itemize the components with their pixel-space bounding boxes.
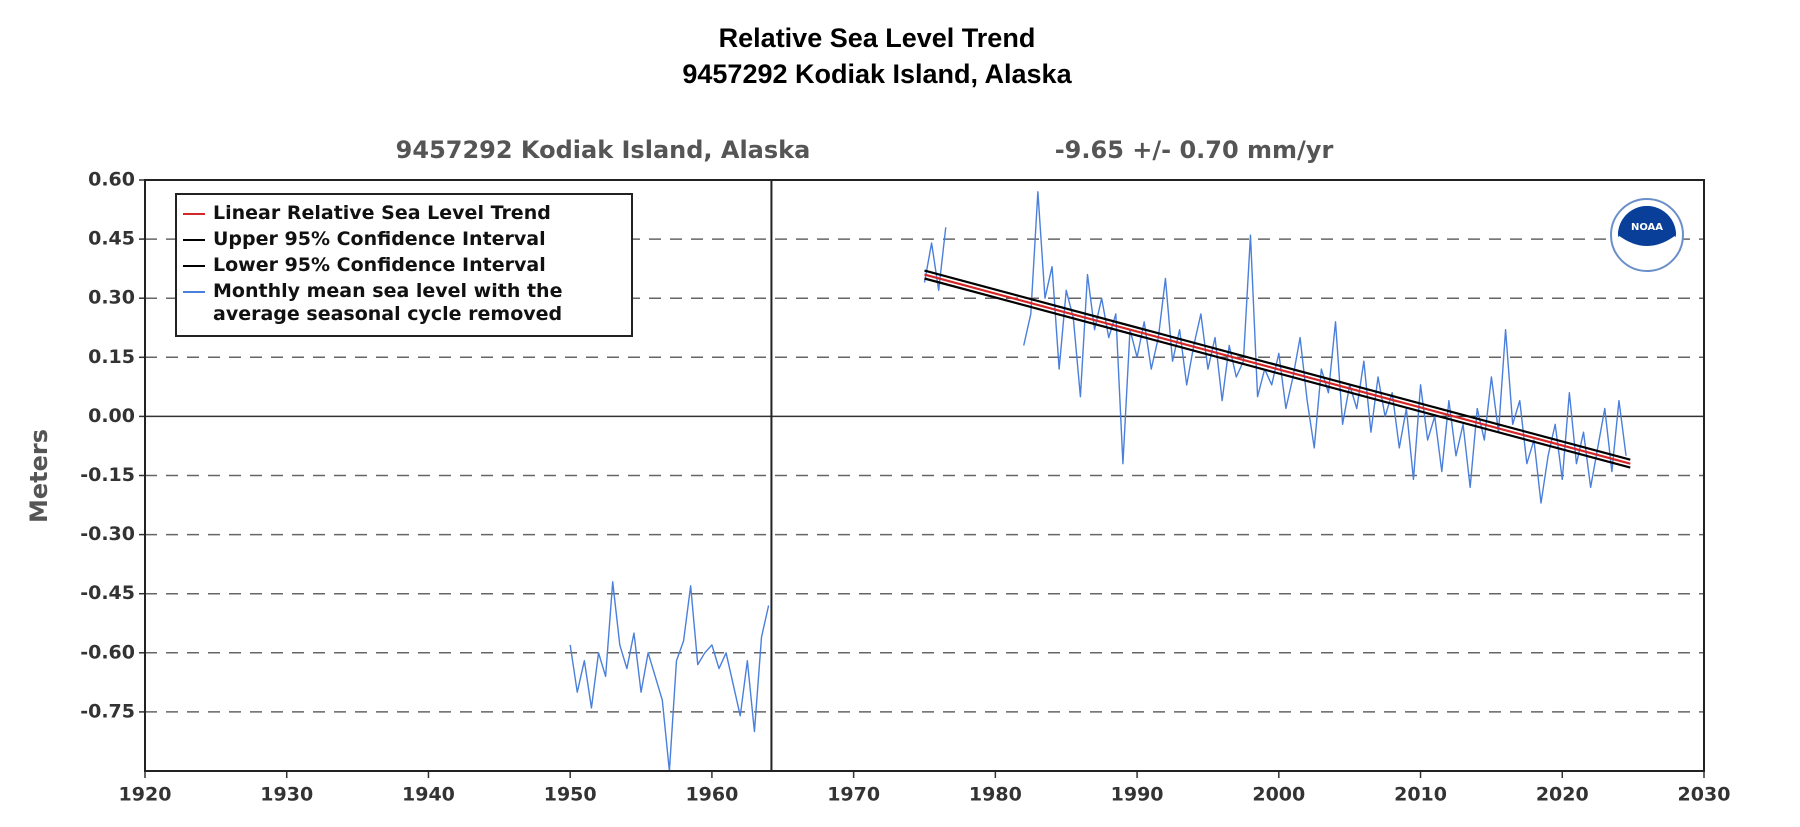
x-tick-label: 1930 [260,784,313,806]
legend-entry: Upper 95% Confidence Interval [183,228,627,251]
x-tick-label: 2010 [1394,784,1447,806]
x-tick-label: 2020 [1536,784,1589,806]
y-axis-label: Meters [25,429,53,523]
series-line [924,269,1631,461]
legend-entry: Lower 95% Confidence Interval [183,254,627,277]
y-tick-label: -0.60 [80,641,135,663]
x-tick-label: 2030 [1678,784,1731,806]
subtitle: 9457292 Kodiak Island, Alaska [396,136,811,164]
y-tick-label: -0.30 [80,523,135,545]
legend-label: Monthly mean sea level with the average … [213,280,563,325]
y-tick-label: 0.30 [88,287,135,309]
y-tick-label: 0.60 [88,169,135,191]
legend-swatch [183,213,205,215]
series-line [924,277,1631,469]
legend-label: Upper 95% Confidence Interval [213,228,546,250]
logo-text: NOAA [1631,222,1663,233]
subtitle: -9.65 +/- 0.70 mm/yr [1055,136,1334,164]
legend: Linear Relative Sea Level Trend Upper 95%… [175,193,633,337]
plot-frame [144,179,1705,772]
x-tick-label: 1980 [969,784,1022,806]
x-tick-label: 1970 [827,784,880,806]
y-tick-label: -0.45 [80,582,135,604]
x-tick-label: 1990 [1111,784,1164,806]
y-tick-label: -0.15 [80,464,135,486]
x-tick-label: 2000 [1252,784,1305,806]
legend-entry: Monthly mean sea level with the average … [183,280,627,326]
series-line [924,273,1631,465]
series-line [569,191,1627,772]
x-tick-label: 1950 [544,784,597,806]
y-tick-label: 0.45 [88,228,135,250]
logo [1618,206,1676,246]
legend-entry: Linear Relative Sea Level Trend [183,202,627,225]
y-tick-label: 0.00 [88,405,135,427]
chart-title: 9457292 Kodiak Island, Alaska [682,59,1072,89]
x-tick-label: 1940 [402,784,455,806]
legend-swatch [183,291,205,293]
x-tick-label: 1920 [119,784,172,806]
y-tick-label: -0.75 [80,700,135,722]
legend-swatch [183,265,205,267]
legend-label: Lower 95% Confidence Interval [213,254,546,276]
chart-title: Relative Sea Level Trend [719,23,1036,53]
x-tick-label: 1960 [685,784,738,806]
legend-swatch [183,239,205,241]
legend-label: Linear Relative Sea Level Trend [213,202,551,224]
y-tick-label: 0.15 [88,346,135,368]
